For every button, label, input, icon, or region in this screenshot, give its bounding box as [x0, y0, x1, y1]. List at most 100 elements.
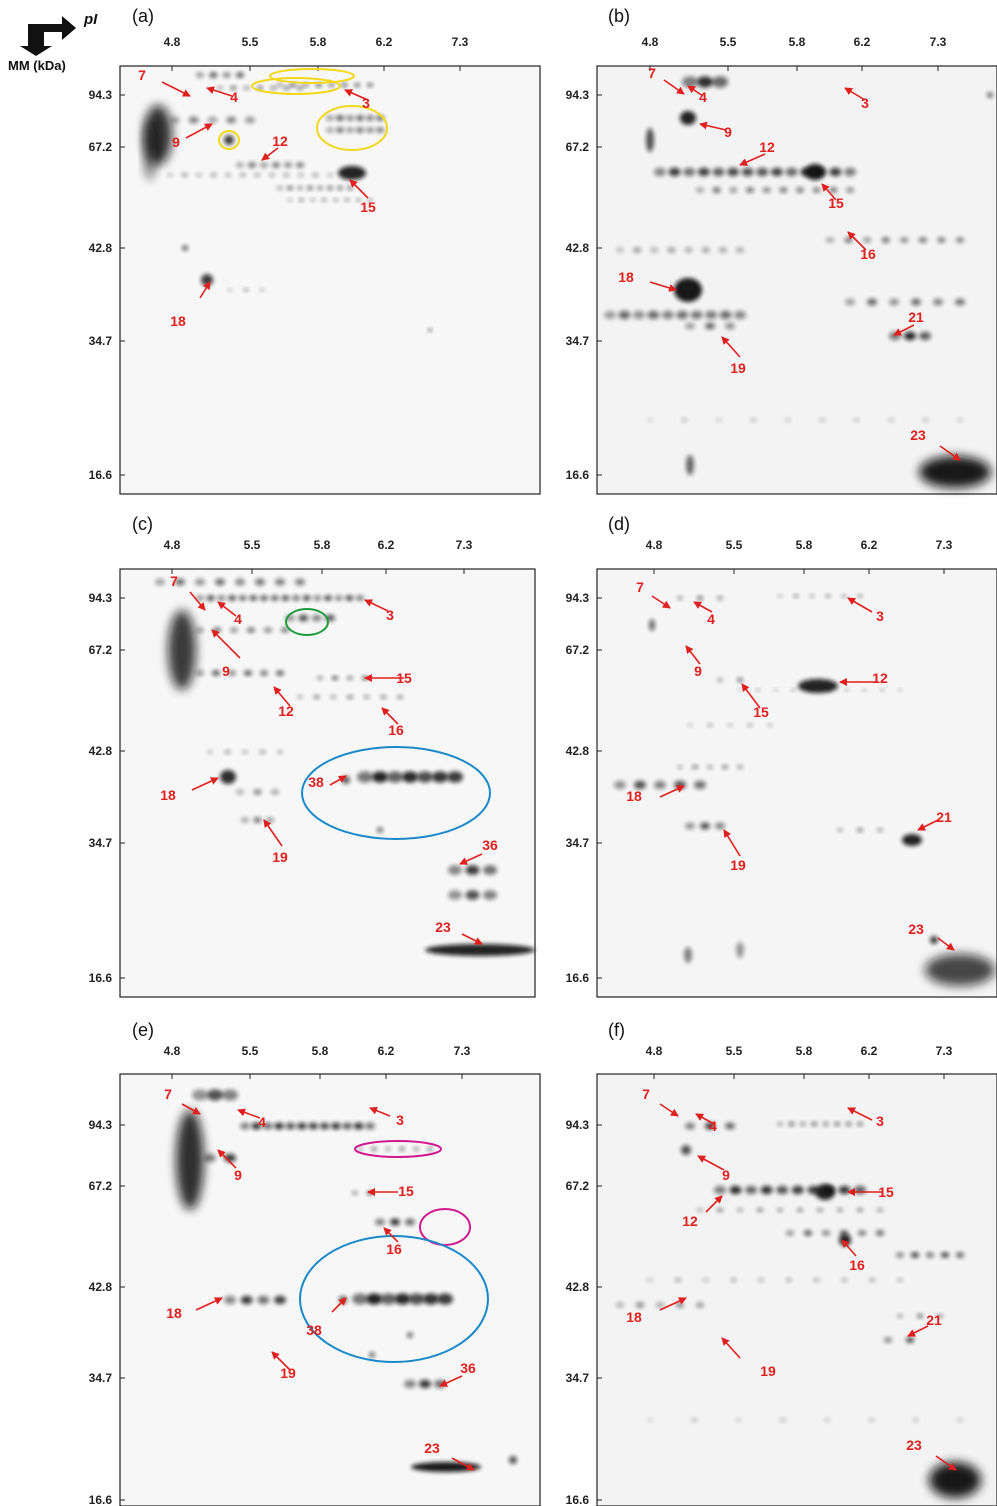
- pi-tick-label: 5.5: [720, 35, 737, 49]
- protein-spot: [310, 198, 316, 202]
- protein-spot: [356, 595, 364, 601]
- protein-spot: [809, 688, 814, 692]
- mm-tick-label: 16.6: [89, 971, 113, 985]
- protein-spot: [825, 594, 831, 598]
- protein-spot: [877, 827, 883, 833]
- pi-tick-label: 5.8: [796, 1044, 813, 1058]
- protein-spot: [408, 1293, 425, 1305]
- protein-spot: [813, 1277, 820, 1283]
- spot-arrow: [364, 599, 389, 612]
- spot-label: 19: [730, 857, 746, 873]
- protein-spot: [777, 1121, 783, 1127]
- protein-spot: [773, 688, 778, 692]
- pi-tick-label: 5.8: [314, 538, 331, 552]
- spot-label: 15: [878, 1184, 894, 1200]
- protein-spot: [356, 115, 364, 121]
- protein-spot: [788, 1121, 795, 1127]
- spot-label: 3: [876, 1113, 884, 1129]
- protein-spot: [432, 771, 448, 783]
- protein-spot: [925, 954, 995, 986]
- protein-spot: [417, 771, 433, 783]
- protein-spot: [175, 578, 185, 586]
- protein-spot: [327, 185, 333, 191]
- spot-label: 38: [306, 1322, 322, 1338]
- protein-spot: [632, 310, 645, 320]
- protein-spot: [674, 1277, 681, 1283]
- protein-spot: [326, 127, 334, 133]
- protein-spot: [188, 116, 199, 124]
- protein-spot: [319, 1122, 330, 1130]
- panel-d-tag: (d): [608, 514, 630, 534]
- protein-spot: [284, 162, 292, 168]
- protein-spot: [425, 944, 535, 956]
- protein-spot: [798, 679, 838, 693]
- protein-spot: [321, 198, 327, 202]
- spot-arrow: [381, 707, 399, 725]
- spot-arrow: [199, 281, 211, 299]
- spot-label: 12: [872, 670, 888, 686]
- protein-spot: [274, 1122, 285, 1130]
- protein-spot: [236, 72, 244, 78]
- protein-spot: [727, 167, 740, 177]
- protein-spot: [649, 619, 655, 631]
- spot-label: 4: [699, 89, 707, 105]
- protein-spot: [867, 298, 877, 306]
- protein-spot: [366, 1293, 383, 1305]
- spot-arrow: [697, 1155, 725, 1171]
- protein-spot: [656, 1302, 664, 1308]
- spot-arrow: [663, 79, 685, 95]
- axis-ticks: 4.8 5.5 5.8 6.2 7.3 94.3 67.2 42.8 34.7 16.6 4.8 5.…: [89, 35, 953, 1506]
- protein-spot: [715, 822, 725, 830]
- mm-tick-label: 42.8: [89, 241, 113, 255]
- protein-spot: [837, 827, 843, 833]
- protein-spot: [853, 417, 860, 423]
- spot-label: 7: [648, 65, 656, 81]
- protein-spot: [347, 185, 353, 191]
- protein-spot: [297, 172, 304, 178]
- spot-label: 4: [707, 611, 715, 627]
- pi-tick-label: 7.3: [454, 1044, 471, 1058]
- protein-spot: [215, 578, 225, 586]
- protein-spot: [956, 237, 964, 243]
- protein-spot: [336, 115, 344, 121]
- spot-arrow: [329, 775, 347, 786]
- protein-spot: [277, 749, 283, 755]
- protein-spot: [793, 594, 799, 598]
- protein-spot: [857, 1207, 863, 1213]
- mm-tick-label: 34.7: [89, 334, 113, 348]
- protein-spot: [317, 185, 323, 191]
- protein-spot: [845, 1121, 852, 1127]
- spot-label: 15: [753, 704, 769, 720]
- pi-tick-label: 5.8: [312, 1044, 329, 1058]
- protein-spot: [811, 1121, 818, 1127]
- protein-spot: [614, 780, 626, 790]
- protein-spot: [822, 1230, 830, 1236]
- mm-tick-label: 34.7: [566, 334, 590, 348]
- protein-spot: [332, 675, 338, 681]
- mm-tick-label: 67.2: [89, 643, 113, 657]
- spot-arrow: [659, 785, 685, 798]
- protein-spot: [919, 456, 991, 488]
- blue-circle: [299, 1235, 489, 1363]
- spot-arrow: [937, 937, 955, 951]
- spot-label: 15: [398, 1183, 414, 1199]
- protein-spot: [296, 162, 304, 168]
- spot-label: 15: [396, 670, 412, 686]
- protein-spot: [817, 1207, 823, 1213]
- protein-spot: [646, 128, 654, 152]
- protein-spot: [616, 1302, 624, 1308]
- protein-spot: [957, 1417, 963, 1423]
- protein-spot: [747, 723, 753, 727]
- protein-spot: [275, 578, 285, 586]
- protein-spot: [222, 72, 231, 78]
- protein-spot: [239, 172, 246, 178]
- protein-spot: [805, 164, 825, 180]
- protein-spot: [880, 688, 885, 692]
- spot-arrow: [649, 281, 677, 292]
- protein-spot: [826, 237, 834, 243]
- protein-spot: [366, 127, 374, 133]
- protein-spot: [863, 237, 872, 243]
- protein-spot: [911, 1252, 919, 1258]
- spot-label: 12: [682, 1213, 698, 1229]
- protein-spot: [838, 1185, 851, 1195]
